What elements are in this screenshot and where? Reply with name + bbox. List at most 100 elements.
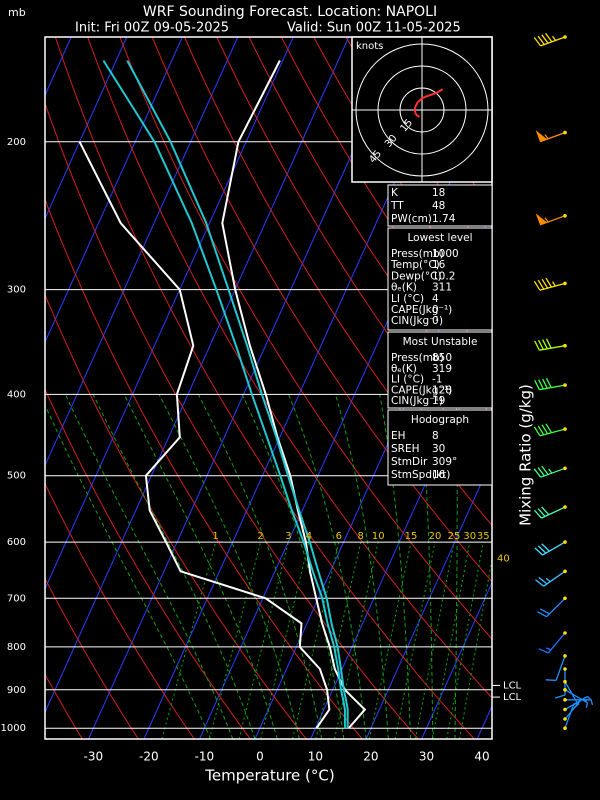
mixing-ratio-label: 6 — [336, 531, 342, 542]
wind-barb-base — [563, 679, 567, 684]
y-tick-label: 200 — [7, 137, 26, 148]
x-tick-label: 10 — [308, 750, 323, 764]
stats-label: CIN(Jkg⁻¹) — [391, 315, 443, 327]
stats-value: 8 — [432, 430, 439, 442]
stats-value: 30 — [432, 443, 445, 455]
stats-value: 0 — [432, 304, 439, 316]
wind-barb-base — [563, 427, 567, 431]
moist-adiabat — [64, 394, 234, 739]
wind-barb — [535, 570, 566, 587]
dry-adiabat — [45, 293, 307, 739]
stats-value: -1 — [432, 374, 442, 386]
x-tick-label: -20 — [139, 750, 159, 764]
stats-value: 1.74 — [432, 213, 456, 225]
dry-adiabat — [87, 37, 492, 699]
mixing-ratio-label: 40 — [497, 554, 510, 565]
wind-barb-base — [563, 466, 567, 471]
stats-label: Press(mb) — [391, 248, 444, 260]
mixing-ratio-label: 35 — [477, 531, 490, 542]
stats-label: StmDir — [391, 456, 428, 468]
mixing-ratio-line — [209, 541, 262, 739]
mixing-ratio-line — [431, 542, 471, 739]
wind-barb — [564, 703, 580, 729]
hodograph-ring — [355, 43, 489, 177]
stats-label: StmSpd(kt) — [391, 469, 450, 481]
stats-label: SREH — [391, 443, 420, 455]
wind-barb — [538, 632, 566, 654]
wind-barb-base — [563, 540, 567, 544]
stats-label: LI (°C) — [391, 293, 424, 305]
isotherm-tick — [365, 458, 492, 739]
lcl-label: LCL — [503, 680, 522, 691]
x-tick-label: 0 — [256, 750, 264, 764]
stats-label: Dewp(°C) — [391, 270, 442, 282]
wind-barb-base — [563, 383, 567, 387]
wind-barb-base — [563, 726, 567, 730]
wind-barb — [533, 423, 566, 437]
wind-barb-base — [563, 688, 567, 692]
wind-barb — [535, 213, 566, 226]
stats-label: EH — [391, 430, 406, 442]
mixing-ratio-label: 1 — [212, 531, 218, 542]
moist-adiabat — [198, 394, 323, 739]
wind-barb-base — [563, 214, 567, 218]
x-tick-label: 40 — [474, 750, 489, 764]
mixing-ratio-label: 30 — [463, 531, 476, 542]
dry-adiabat — [45, 387, 251, 739]
dry-adiabat — [54, 37, 475, 739]
lcl-label: LCL — [503, 692, 522, 703]
wind-barb — [533, 465, 566, 478]
mixing-ratio-line — [315, 541, 362, 739]
mixing-ratio-line — [368, 541, 412, 739]
wind-barb-base — [563, 596, 567, 601]
profile-line — [78, 141, 331, 729]
profile-line — [126, 60, 349, 729]
dry-adiabat — [45, 673, 83, 739]
stats-label: Press(mb) — [391, 352, 444, 364]
mixing-ratio-label: 8 — [358, 531, 364, 542]
mixing-ratio-line — [161, 541, 217, 739]
wind-barb-base — [563, 717, 567, 721]
wind-barb-base — [563, 707, 567, 712]
stats-box — [387, 409, 493, 486]
stats-label: CIN(Jkg⁻¹) — [391, 395, 443, 407]
y2-axis-label: Mixing Ratio (g/kg) — [517, 384, 535, 526]
x-tick-label: 20 — [363, 750, 378, 764]
wind-barb-base — [563, 505, 567, 509]
isotherm — [45, 37, 183, 344]
stats-value: 10.2 — [432, 270, 455, 282]
wind-barb — [533, 33, 566, 47]
mixing-ratio-label: 4 — [306, 531, 312, 542]
stats-box — [387, 184, 493, 227]
wind-barb — [535, 130, 566, 143]
stats-label: θₑ(K) — [391, 363, 417, 375]
wind-barb-base — [563, 569, 567, 574]
mixing-ratio-label: 20 — [429, 531, 442, 542]
dry-adiabat — [184, 37, 492, 527]
mixing-ratio-label: 15 — [405, 531, 418, 542]
mixing-ratio-line — [394, 542, 436, 739]
wind-barb-base — [563, 698, 567, 702]
moist-adiabat — [45, 403, 212, 739]
wind-barb-base — [563, 130, 567, 135]
wind-barb-base — [563, 667, 567, 671]
stats-value: 18 — [432, 187, 445, 199]
stats-label: K — [391, 187, 399, 199]
stats-label: Temp(°C) — [390, 259, 440, 271]
stats-label: PW(cm) — [391, 213, 432, 225]
isotherm — [45, 37, 239, 467]
hodograph-ring — [399, 87, 445, 133]
hodograph-trace — [413, 88, 444, 118]
mixing-ratio-line — [459, 556, 492, 739]
wind-barb — [534, 378, 566, 391]
stats-value: 19 — [432, 395, 445, 407]
x-tick-label: -30 — [83, 750, 103, 764]
wind-barb — [537, 597, 566, 618]
mixing-ratio-line — [334, 541, 379, 739]
stats-value: 319 — [432, 363, 452, 375]
stats-title: Most Unstable — [403, 336, 478, 348]
profile-line — [102, 59, 346, 729]
chart-title: WRF Sounding Forecast. Location: NAPOLI — [143, 4, 437, 20]
mixing-ratio-line — [238, 541, 289, 739]
